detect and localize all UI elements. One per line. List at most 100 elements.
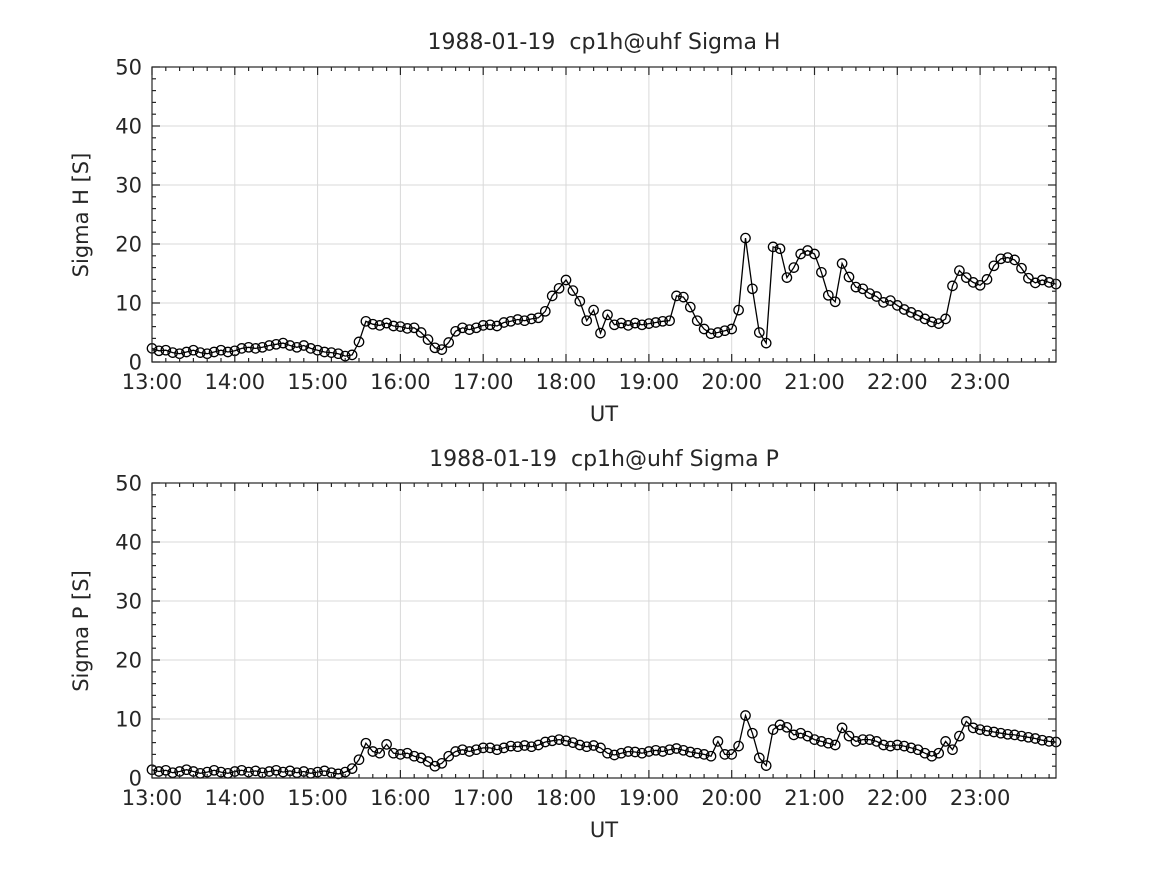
data-point-marker [181, 764, 192, 776]
data-point-marker [974, 279, 986, 291]
data-point-marker [388, 747, 399, 759]
data-point-marker [933, 747, 945, 759]
data-point-marker [843, 271, 855, 283]
data-point-marker [850, 281, 862, 293]
data-point-marker [270, 338, 282, 350]
data-point-marker [671, 743, 682, 754]
data-point-marker [864, 288, 876, 299]
data-point-marker [539, 736, 551, 748]
data-point-marker [470, 744, 482, 756]
data-point-marker [602, 309, 613, 321]
data-point-marker [574, 295, 586, 307]
data-point-marker [194, 347, 206, 358]
data-point-marker [636, 319, 648, 331]
data-point-marker [622, 746, 634, 757]
x-tick-label: 19:00 [619, 370, 680, 394]
data-point-marker [436, 757, 448, 769]
data-point-marker [926, 316, 938, 328]
data-point-marker [940, 736, 951, 747]
data-point-marker [602, 747, 613, 759]
data-point-marker [1023, 731, 1034, 743]
data-point-marker [181, 346, 192, 358]
data-point-marker [553, 282, 565, 294]
sigma-p-xlabel: UT [590, 818, 618, 842]
y-tick-label: 10 [115, 292, 142, 316]
data-point-marker [822, 289, 834, 301]
data-point-marker [1002, 728, 1014, 740]
data-point-marker [1036, 274, 1048, 286]
data-point-marker [671, 290, 682, 302]
data-point-marker [905, 742, 917, 754]
data-point-marker [401, 747, 413, 759]
data-point-marker [512, 314, 524, 325]
data-point-marker [215, 344, 227, 356]
data-point-marker [774, 243, 786, 255]
y-tick-label: 40 [115, 531, 142, 555]
x-tick-label: 19:00 [619, 786, 680, 810]
x-tick-label: 21:00 [784, 786, 845, 810]
data-point-marker [1029, 277, 1041, 289]
data-point-marker [388, 320, 399, 332]
data-point-marker [277, 766, 289, 778]
data-point-marker [298, 340, 310, 351]
data-point-marker [484, 742, 496, 754]
data-point-marker [1016, 730, 1027, 742]
data-point-marker [505, 740, 517, 752]
data-point-marker [464, 746, 475, 757]
data-point-marker [802, 730, 813, 742]
data-point-marker [595, 327, 606, 339]
y-tick-label: 20 [115, 649, 142, 673]
data-point-marker [250, 343, 261, 354]
data-point-marker [381, 317, 392, 329]
data-point-marker [657, 315, 669, 327]
y-tick-label: 10 [115, 708, 142, 732]
x-tick-label: 16:00 [370, 786, 431, 810]
data-point-marker [740, 710, 751, 721]
data-point-marker [629, 317, 641, 329]
data-point-marker [533, 739, 544, 751]
data-point-marker [733, 740, 744, 752]
data-point-marker [581, 741, 593, 753]
data-point-marker [905, 307, 917, 318]
data-point-marker [788, 262, 800, 273]
data-point-marker [326, 347, 337, 358]
data-point-marker [319, 346, 330, 358]
x-tick-label: 21:00 [784, 370, 845, 394]
x-tick-label: 13:00 [122, 786, 183, 810]
data-point-marker [477, 742, 489, 754]
x-tick-label: 18:00 [536, 786, 597, 810]
data-point-marker [691, 315, 703, 327]
data-point-marker [546, 290, 558, 302]
data-point-marker [353, 754, 365, 766]
data-point-marker [753, 752, 765, 764]
x-tick-label: 16:00 [370, 370, 431, 394]
data-point-marker [429, 342, 441, 354]
data-point-marker [367, 318, 379, 330]
x-tick-label: 20:00 [701, 786, 762, 810]
data-point-marker [691, 747, 703, 759]
data-point-marker [595, 742, 606, 754]
data-point-marker [188, 344, 199, 356]
data-point-marker [871, 736, 882, 747]
data-point-marker [498, 742, 510, 754]
data-point-marker [367, 746, 379, 757]
sigma-p-title: 1988-01-19 cp1h@uhf Sigma P [429, 447, 779, 472]
data-point-marker [898, 304, 910, 315]
data-point-marker [450, 325, 461, 337]
y-tick-label: 0 [129, 351, 142, 375]
data-point-marker [581, 315, 593, 327]
y-tick-label: 50 [115, 56, 142, 80]
x-tick-label: 20:00 [701, 370, 762, 394]
x-tick-label: 23:00 [950, 370, 1011, 394]
data-point-marker [712, 736, 724, 747]
data-point-marker [381, 739, 392, 750]
data-point-marker [519, 315, 530, 327]
sigma-p-plot: 13:00 14:00 15:00 16:00 17:00 18:00 19:00 20:00… [115, 472, 1062, 810]
data-point-marker [974, 724, 986, 735]
data-point-marker [850, 736, 862, 747]
y-tick-label: 30 [115, 590, 142, 614]
data-point-marker [781, 272, 793, 283]
data-point-marker [871, 291, 882, 302]
data-point-marker [395, 321, 406, 332]
